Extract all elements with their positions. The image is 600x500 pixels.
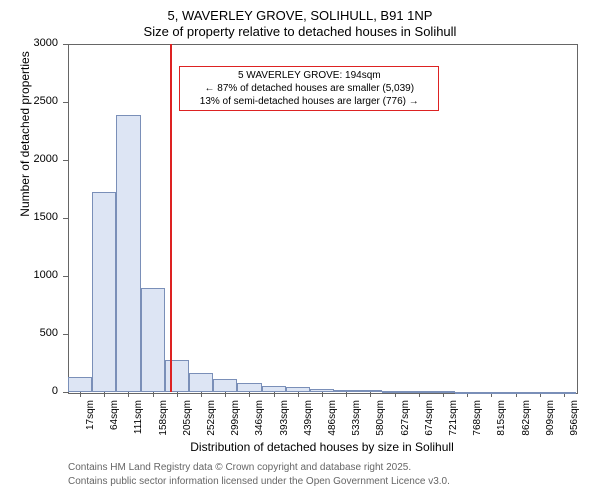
histogram-bar	[334, 390, 358, 392]
x-tick-mark	[274, 392, 275, 397]
y-tick-mark	[63, 276, 68, 277]
x-tick-label: 64sqm	[109, 400, 120, 450]
x-tick-mark	[225, 392, 226, 397]
histogram-bar	[286, 387, 310, 392]
histogram-bar	[479, 392, 503, 394]
x-tick-mark	[153, 392, 154, 397]
annotation-line: ← 87% of detached houses are smaller (5,…	[184, 82, 434, 95]
x-tick-label: 768sqm	[472, 400, 483, 450]
histogram-bar	[552, 392, 576, 394]
x-tick-mark	[346, 392, 347, 397]
x-tick-label: 956sqm	[569, 400, 580, 450]
attribution-line-2: Contains public sector information licen…	[68, 476, 450, 487]
x-tick-label: 909sqm	[545, 400, 556, 450]
y-tick-mark	[63, 218, 68, 219]
histogram-bar	[213, 379, 237, 392]
reference-line	[170, 44, 172, 392]
x-tick-mark	[128, 392, 129, 397]
histogram-bar	[407, 391, 431, 393]
histogram-bar	[189, 373, 213, 392]
annotation-box: 5 WAVERLEY GROVE: 194sqm← 87% of detache…	[179, 66, 439, 111]
x-tick-label: 862sqm	[521, 400, 532, 450]
histogram-bar	[262, 386, 286, 392]
annotation-line: 13% of semi-detached houses are larger (…	[184, 95, 434, 108]
y-tick-mark	[63, 160, 68, 161]
y-tick-label: 1000	[0, 269, 58, 281]
y-tick-label: 1500	[0, 211, 58, 223]
chart-title-main: 5, WAVERLEY GROVE, SOLIHULL, B91 1NP	[0, 8, 600, 23]
y-tick-label: 2500	[0, 95, 58, 107]
x-tick-label: 346sqm	[254, 400, 265, 450]
x-tick-label: 486sqm	[327, 400, 338, 450]
x-tick-label: 205sqm	[182, 400, 193, 450]
x-tick-mark	[298, 392, 299, 397]
x-tick-label: 158sqm	[158, 400, 169, 450]
x-tick-label: 627sqm	[400, 400, 411, 450]
x-tick-label: 17sqm	[85, 400, 96, 450]
histogram-bar	[68, 377, 92, 392]
x-tick-mark	[80, 392, 81, 397]
histogram-bar	[431, 391, 455, 393]
x-tick-mark	[370, 392, 371, 397]
x-tick-mark	[177, 392, 178, 397]
y-tick-mark	[63, 392, 68, 393]
histogram-bar	[310, 389, 334, 392]
y-tick-mark	[63, 102, 68, 103]
x-tick-label: 674sqm	[424, 400, 435, 450]
x-tick-label: 393sqm	[279, 400, 290, 450]
x-tick-label: 111sqm	[133, 400, 144, 450]
x-tick-label: 580sqm	[375, 400, 386, 450]
histogram-bar	[358, 390, 382, 392]
histogram-bar	[237, 383, 261, 392]
chart-title-sub: Size of property relative to detached ho…	[0, 24, 600, 39]
annotation-line: 5 WAVERLEY GROVE: 194sqm	[184, 69, 434, 82]
histogram-bar	[528, 392, 552, 394]
x-tick-label: 815sqm	[496, 400, 507, 450]
y-tick-label: 0	[0, 385, 58, 397]
y-tick-label: 500	[0, 327, 58, 339]
y-tick-mark	[63, 44, 68, 45]
histogram-bar	[503, 392, 527, 394]
histogram-bar	[165, 360, 189, 392]
x-tick-label: 721sqm	[448, 400, 459, 450]
x-tick-mark	[249, 392, 250, 397]
histogram-bar	[92, 192, 116, 392]
histogram-bar	[455, 392, 479, 394]
y-tick-mark	[63, 334, 68, 335]
x-tick-mark	[104, 392, 105, 397]
histogram-bar	[141, 288, 165, 392]
x-tick-label: 533sqm	[351, 400, 362, 450]
y-tick-label: 2000	[0, 153, 58, 165]
x-tick-label: 252sqm	[206, 400, 217, 450]
chart-container: 5, WAVERLEY GROVE, SOLIHULL, B91 1NP Siz…	[0, 0, 600, 500]
histogram-bar	[382, 391, 406, 393]
x-tick-mark	[322, 392, 323, 397]
attribution-line-1: Contains HM Land Registry data © Crown c…	[68, 462, 411, 473]
x-tick-mark	[201, 392, 202, 397]
histogram-bar	[116, 115, 140, 392]
y-tick-label: 3000	[0, 37, 58, 49]
x-tick-label: 439sqm	[303, 400, 314, 450]
x-tick-label: 299sqm	[230, 400, 241, 450]
